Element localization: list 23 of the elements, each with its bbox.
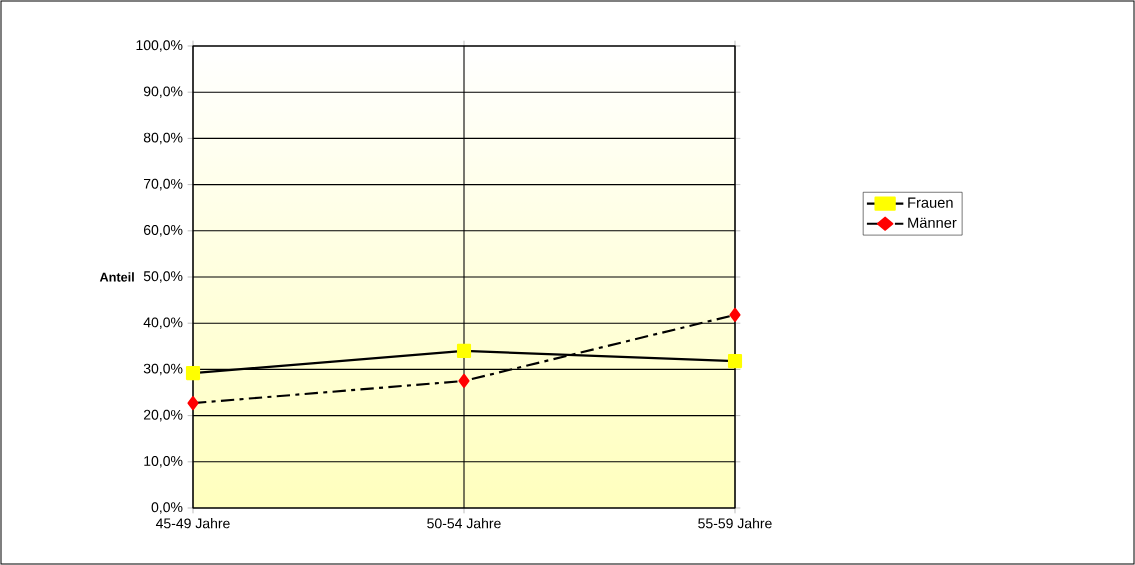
y-axis-title: Anteil <box>99 272 134 282</box>
y-tick-label: 50,0% <box>143 271 183 283</box>
y-tick-label: 30,0% <box>143 363 183 376</box>
point <box>456 343 472 358</box>
point <box>458 373 470 389</box>
point <box>187 396 199 411</box>
y-tick-label: 60,0% <box>143 225 183 237</box>
y-tick-label: 10,0% <box>144 456 183 468</box>
point <box>727 354 743 369</box>
y-tick-label: 20,0% <box>143 409 183 422</box>
y-tick-label: 90,0% <box>143 86 183 98</box>
point <box>185 366 201 381</box>
legend-label: Frauen <box>908 197 953 208</box>
y-tick-label: 100,0% <box>136 40 183 52</box>
x-tick-label: 50-54 Jahre <box>427 518 501 529</box>
y-tick-label: 0,0% <box>151 502 183 514</box>
y-tick-label: 70,0% <box>143 178 183 191</box>
legend-label: Männer <box>908 217 957 228</box>
x-tick-label: 55-59 Jahre <box>698 518 772 529</box>
y-tick-label: 40,0% <box>143 317 183 329</box>
y-tick-label: 80,0% <box>143 132 183 145</box>
x-tick-label: 45-49 Jahre <box>155 518 230 529</box>
point <box>729 307 741 322</box>
